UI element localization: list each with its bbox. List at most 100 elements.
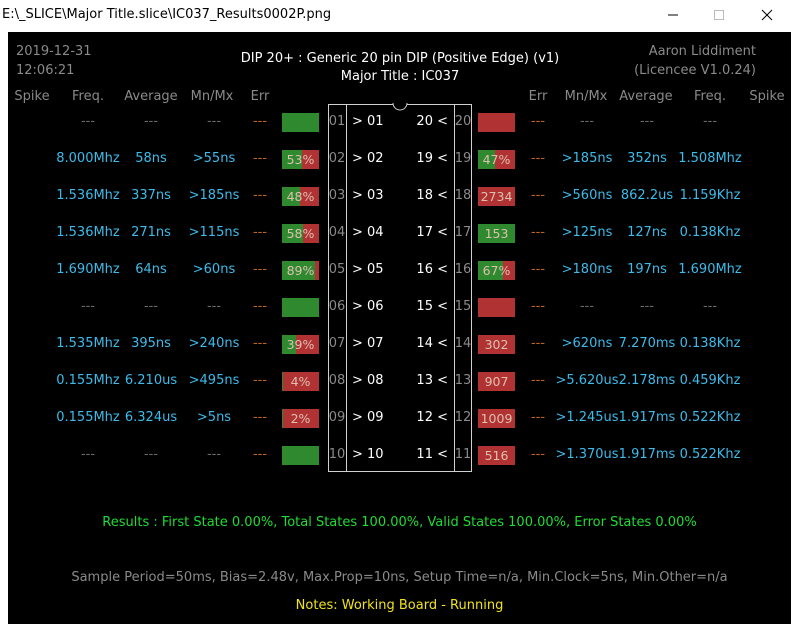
chip-title: DIP 20+ : Generic 20 pin DIP (Positive E… xyxy=(240,51,560,66)
pin-err-left: --- xyxy=(252,262,268,277)
pin-freq-left: --- xyxy=(80,447,96,462)
results-summary: Results : First State 0.00%, Total State… xyxy=(102,515,697,530)
pin-state-bar: 39% xyxy=(282,335,319,354)
pin-err-left: --- xyxy=(252,447,268,462)
pin-state-bar-label: 2734 xyxy=(480,189,513,204)
close-button[interactable] xyxy=(744,0,790,30)
pin-label-right: 12 < xyxy=(416,410,448,425)
pin-state-bar-fill xyxy=(282,150,302,169)
dip-chip-outline xyxy=(328,104,472,472)
pin-divider-right xyxy=(454,104,455,472)
pin-state-bar-label: 53% xyxy=(286,152,315,167)
pin-state-bar-label: 89% xyxy=(286,263,315,278)
pin-number-right: 17 xyxy=(454,225,472,240)
pin-err-right: --- xyxy=(530,373,546,388)
pin-number-right: 11 xyxy=(454,447,472,462)
pin-number-right: 14 xyxy=(454,336,472,351)
pin-label-left: > 05 xyxy=(352,262,384,277)
pin-number-right: 12 xyxy=(454,410,472,425)
chip-notch-icon xyxy=(392,103,408,111)
header-freq-left: Freq. xyxy=(72,89,104,104)
pin-label-left: > 06 xyxy=(352,299,384,314)
major-title: Major Title : IC037 xyxy=(340,69,460,84)
pin-number-left: 02 xyxy=(328,151,346,166)
pin-state-bar xyxy=(478,113,515,132)
pin-mnmx-right: >560ns xyxy=(561,188,613,203)
capture-time: 12:06:21 xyxy=(16,63,75,78)
pin-state-bar-label: 1009 xyxy=(480,411,513,426)
pin-average-right: --- xyxy=(639,114,655,129)
pin-average-left: --- xyxy=(143,114,159,129)
pin-mnmx-right: >620ns xyxy=(561,336,613,351)
pin-mnmx-left: >5ns xyxy=(196,410,232,425)
pin-label-left: > 01 xyxy=(352,114,384,129)
minimize-button[interactable] xyxy=(650,0,696,30)
pin-number-right: 20 xyxy=(454,114,472,129)
pin-label-right: 18 < xyxy=(416,188,448,203)
pin-average-right: 1.917ms xyxy=(618,410,676,425)
pin-number-left: 08 xyxy=(328,373,346,388)
capture-date: 2019-12-31 xyxy=(16,44,92,59)
pin-state-bar-label: 302 xyxy=(484,337,509,352)
pin-state-bar-label xyxy=(282,113,319,132)
pin-average-left: 6.324us xyxy=(124,410,178,425)
pin-average-right: 127ns xyxy=(627,225,667,240)
pin-average-left: 337ns xyxy=(131,188,171,203)
pin-mnmx-left: >60ns xyxy=(192,262,236,277)
pin-label-left: > 08 xyxy=(352,373,384,388)
minimize-icon xyxy=(668,14,678,16)
pin-label-right: 20 < xyxy=(416,114,448,129)
pin-mnmx-right: >1.370us xyxy=(555,447,619,462)
pin-average-left: 58ns xyxy=(135,151,167,166)
pin-err-right: --- xyxy=(530,262,546,277)
pin-err-left: --- xyxy=(252,114,268,129)
pin-freq-right: 0.459Khz xyxy=(679,373,741,388)
pin-average-right: 7.270ms xyxy=(618,336,676,351)
pin-average-right: 2.178ms xyxy=(618,373,676,388)
pin-state-bar-fill xyxy=(282,187,300,206)
pin-state-bar-label xyxy=(478,113,515,132)
pin-state-bar xyxy=(282,298,319,317)
pin-label-left: > 02 xyxy=(352,151,384,166)
pin-mnmx-left: --- xyxy=(206,299,222,314)
pin-freq-left: --- xyxy=(80,114,96,129)
pin-number-right: 18 xyxy=(454,188,472,203)
pin-mnmx-left: --- xyxy=(206,447,222,462)
pin-label-right: 14 < xyxy=(416,336,448,351)
pin-state-bar: 48% xyxy=(282,187,319,206)
pin-state-bar xyxy=(282,446,319,465)
pin-label-right: 15 < xyxy=(416,299,448,314)
header-average-right: Average xyxy=(619,89,673,104)
pin-err-left: --- xyxy=(252,373,268,388)
header-mnmx-left: Mn/Mx xyxy=(190,89,234,104)
pin-average-right: 1.917ms xyxy=(618,447,676,462)
maximize-button[interactable] xyxy=(696,0,742,30)
pin-state-bar-fill xyxy=(282,335,297,354)
pin-state-bar-label: 516 xyxy=(484,448,509,463)
header-spike-right: Spike xyxy=(749,89,785,104)
pin-number-left: 09 xyxy=(328,410,346,425)
pin-number-right: 16 xyxy=(454,262,472,277)
pin-label-right: 17 < xyxy=(416,225,448,240)
pin-state-bar-label xyxy=(282,446,319,465)
pin-state-bar: 302 xyxy=(478,335,515,354)
pin-err-right: --- xyxy=(530,151,546,166)
pin-err-left: --- xyxy=(252,336,268,351)
pin-state-bar-label xyxy=(478,298,515,317)
pin-state-bar-fill xyxy=(282,298,319,317)
pin-state-bar: 53% xyxy=(282,150,319,169)
pin-number-left: 06 xyxy=(328,299,346,314)
pin-state-bar-fill xyxy=(478,150,496,169)
pin-mnmx-left: >115ns xyxy=(188,225,240,240)
pin-err-right: --- xyxy=(530,188,546,203)
sample-settings: Sample Period=50ms, Bias=2.48v, Max.Prop… xyxy=(71,570,728,585)
pin-mnmx-right: >5.620us xyxy=(555,373,619,388)
pin-state-bar: 2% xyxy=(282,409,319,428)
pin-err-left: --- xyxy=(252,151,268,166)
pin-freq-right: --- xyxy=(702,114,718,129)
pin-mnmx-right: >1.245us xyxy=(555,410,619,425)
window-title: E:\_SLICE\Major Title.slice\IC037_Result… xyxy=(2,7,332,22)
pin-average-right: 352ns xyxy=(627,151,667,166)
pin-label-left: > 10 xyxy=(352,447,384,462)
pin-state-bar-fill xyxy=(282,113,319,132)
